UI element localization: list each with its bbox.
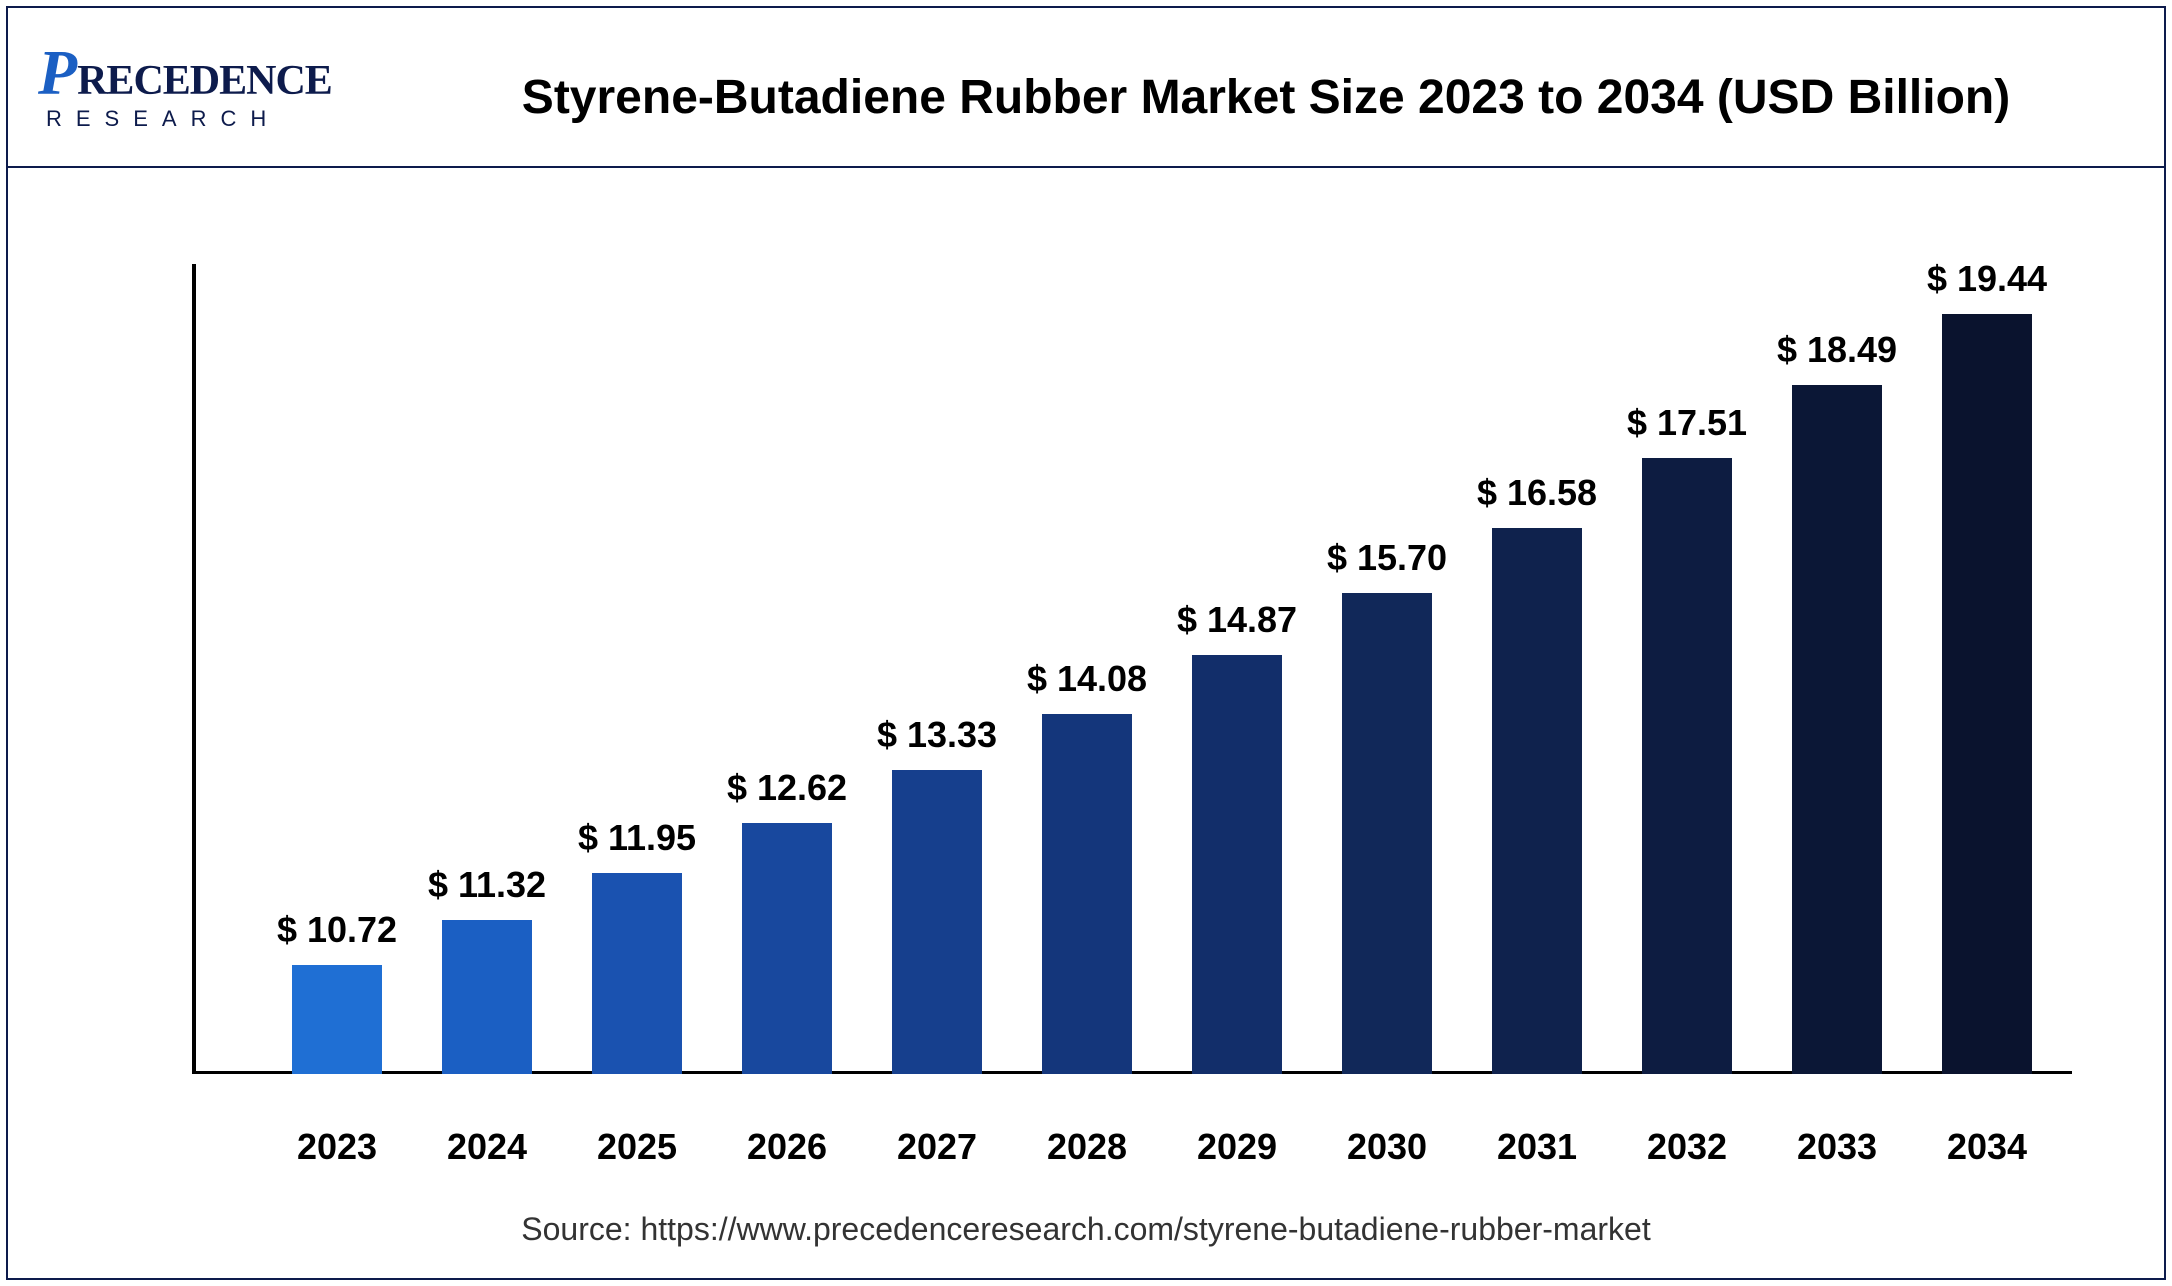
bar: $ 15.70	[1342, 593, 1432, 1074]
bar-value-label: $ 12.62	[727, 767, 847, 809]
bar-value-label: $ 14.87	[1177, 599, 1297, 641]
bar-value-label: $ 17.51	[1627, 402, 1747, 444]
bar: $ 16.58	[1492, 528, 1582, 1074]
bar: $ 14.08	[1042, 714, 1132, 1074]
bar-value-label: $ 10.72	[277, 909, 397, 951]
header: P RECEDENCE RESEARCH Styrene-Butadiene R…	[8, 8, 2164, 168]
bar: $ 10.72	[292, 965, 382, 1074]
x-axis-tick-label: 2023	[277, 1126, 397, 1168]
x-axis-tick-label: 2028	[1027, 1126, 1147, 1168]
bar-value-label: $ 18.49	[1777, 329, 1897, 371]
bar-value-label: $ 11.32	[428, 864, 546, 906]
chart-frame: P RECEDENCE RESEARCH Styrene-Butadiene R…	[6, 6, 2166, 1280]
bar: $ 14.87	[1192, 655, 1282, 1074]
x-axis-tick-label: 2024	[427, 1126, 547, 1168]
bar: $ 11.32	[442, 920, 532, 1074]
bar-value-label: $ 13.33	[877, 714, 997, 756]
bar: $ 13.33	[892, 770, 982, 1074]
x-axis-tick-label: 2033	[1777, 1126, 1897, 1168]
x-axis-tick-label: 2025	[577, 1126, 697, 1168]
bar-value-label: $ 15.70	[1327, 537, 1447, 579]
bar: $ 11.95	[592, 873, 682, 1074]
y-axis	[192, 264, 196, 1074]
source-citation: Source: https://www.precedenceresearch.c…	[8, 1211, 2164, 1248]
bar-value-label: $ 16.58	[1477, 472, 1597, 514]
chart-plot-area: $ 10.72 $ 11.32 $ 11.95 $ 12.62 $ 13.33 $ 14.…	[192, 264, 2072, 1074]
bar-value-label: $ 19.44	[1927, 258, 2047, 300]
bar: $ 17.51	[1642, 458, 1732, 1074]
x-axis-tick-label: 2030	[1327, 1126, 1447, 1168]
x-axis-tick-label: 2026	[727, 1126, 847, 1168]
x-axis-tick-label: 2027	[877, 1126, 997, 1168]
x-axis-tick-label: 2031	[1477, 1126, 1597, 1168]
bar: $ 12.62	[742, 823, 832, 1074]
bar: $ 18.49	[1792, 385, 1882, 1074]
chart-title: Styrene-Butadiene Rubber Market Size 202…	[8, 70, 2164, 125]
x-axis-tick-label: 2029	[1177, 1126, 1297, 1168]
x-axis-tick-label: 2032	[1627, 1126, 1747, 1168]
bar-value-label: $ 11.95	[578, 817, 696, 859]
bar-value-label: $ 14.08	[1027, 658, 1147, 700]
bar: $ 19.44	[1942, 314, 2032, 1074]
x-axis-tick-label: 2034	[1927, 1126, 2047, 1168]
